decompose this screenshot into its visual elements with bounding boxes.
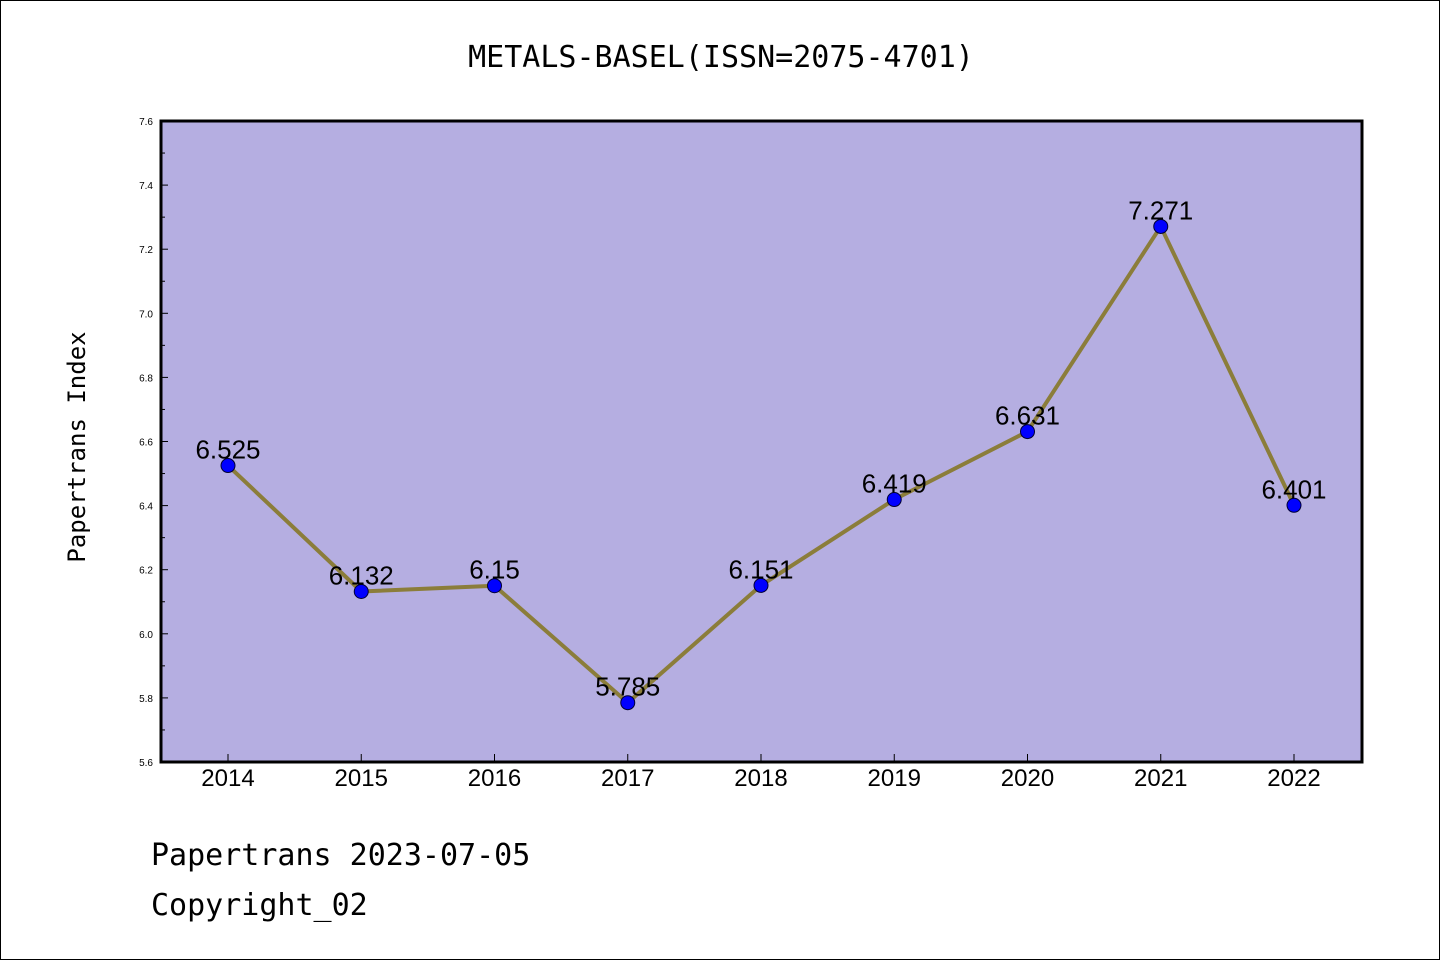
x-axis: 2014 2015 2016 2017 2018 2019 2020 2021 2022 xyxy=(201,754,1321,792)
data-point-marker xyxy=(487,578,502,594)
data-labels: 6.525 6.132 6.15 5.785 6.151 6.419 6.631 7.271 6… xyxy=(195,195,1326,701)
data-label: 6.15 xyxy=(469,555,520,585)
y-axis: 5.6 5.8 6.0 6.2 6.4 6.6 6.8 7.0 7.2 7.4 7.6 xyxy=(139,117,168,769)
x-tick-label: 2016 xyxy=(468,765,521,792)
data-label: 7.271 xyxy=(1128,195,1193,225)
data-label: 6.132 xyxy=(329,560,394,590)
y-tick-label: 5.6 xyxy=(139,758,153,769)
x-tick-label: 2021 xyxy=(1134,765,1187,792)
y-tick-label: 6.6 xyxy=(139,438,153,449)
data-point-marker xyxy=(353,583,369,599)
data-label: 6.151 xyxy=(728,554,793,584)
y-tick-label: 5.8 xyxy=(139,694,153,705)
data-point-marker xyxy=(620,695,636,711)
series-markers xyxy=(220,218,1302,711)
x-tick-label: 2017 xyxy=(601,765,654,792)
y-tick-label: 6.2 xyxy=(139,566,153,577)
x-tick-label: 2020 xyxy=(1001,765,1054,792)
y-tick-label: 6.4 xyxy=(139,502,153,513)
x-tick-label: 2018 xyxy=(734,765,787,792)
data-point-marker xyxy=(753,577,769,593)
data-point-marker xyxy=(1153,218,1169,234)
y-tick-label: 6.8 xyxy=(139,373,153,384)
y-tick-label: 7.6 xyxy=(139,117,153,128)
y-axis-label: Papertrans Index xyxy=(63,331,91,562)
data-point-marker xyxy=(886,492,902,508)
data-label: 6.631 xyxy=(995,401,1060,431)
data-point-marker xyxy=(1286,497,1302,513)
y-tick-label: 7.2 xyxy=(139,245,153,256)
footer-date: Papertrans 2023-07-05 xyxy=(151,838,530,873)
data-point-marker xyxy=(220,458,236,474)
data-label: 6.419 xyxy=(862,469,927,499)
x-tick-label: 2019 xyxy=(868,765,921,792)
y-tick-label: 7.0 xyxy=(139,309,153,320)
data-label: 6.401 xyxy=(1261,474,1326,504)
data-label: 6.525 xyxy=(195,435,260,465)
chart-title: METALS-BASEL(ISSN=2075-4701) xyxy=(468,40,974,75)
y-tick-label: 6.0 xyxy=(139,630,153,641)
data-point-marker xyxy=(1020,424,1035,440)
footer-copyright: Copyright_02 xyxy=(151,888,368,923)
x-tick-label: 2015 xyxy=(335,765,388,792)
x-tick-label: 2014 xyxy=(201,765,254,792)
data-label: 5.785 xyxy=(595,672,660,702)
y-tick-label: 7.4 xyxy=(139,181,153,192)
x-tick-label: 2022 xyxy=(1267,765,1320,792)
